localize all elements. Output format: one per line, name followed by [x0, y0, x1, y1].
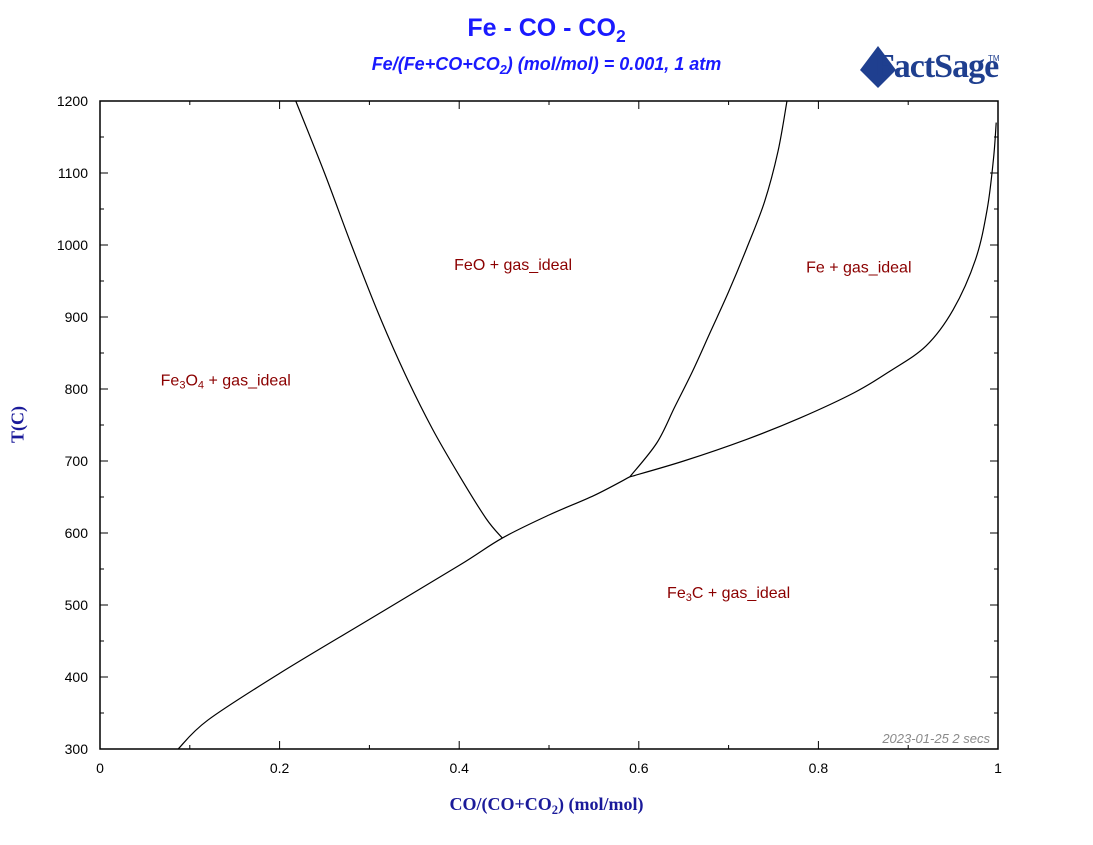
y-tick-label: 1000 — [57, 237, 88, 253]
y-tick-label: 700 — [65, 453, 89, 469]
x-axis-label: CO/(CO+CO2) (mol/mol) — [449, 794, 644, 818]
logo-text: FactSage — [874, 48, 999, 85]
logo-tm: TM — [988, 54, 1000, 63]
y-tick-label: 500 — [65, 597, 89, 613]
y-tick-label: 600 — [65, 525, 89, 541]
x-tick-label: 0.8 — [809, 760, 829, 776]
region-label-fe: Fe + gas_ideal — [806, 259, 911, 276]
y-tick-label: 900 — [65, 309, 89, 325]
y-tick-label: 1200 — [57, 93, 88, 109]
y-tick-label: 800 — [65, 381, 89, 397]
y-tick-label: 1100 — [58, 165, 88, 181]
region-label-fe3c: Fe3C + gas_ideal — [667, 585, 790, 604]
chart-title: Fe - CO - CO2 — [467, 14, 626, 47]
phase-boundary-line-4 — [177, 476, 631, 750]
x-tick-label: 0.6 — [629, 760, 649, 776]
phase-boundary-line-1 — [295, 100, 503, 539]
factsage-logo-mark-icon — [860, 46, 896, 88]
chart-subtitle: Fe/(Fe+CO+CO2) (mol/mol) = 0.001, 1 atm — [371, 54, 722, 78]
phase-boundary-line-2 — [629, 100, 788, 478]
footnote: 2023-01-25 2 secs — [881, 731, 990, 746]
y-tick-label: 300 — [65, 741, 89, 757]
region-label-feo: FeO + gas_ideal — [454, 257, 572, 274]
plot-frame — [99, 100, 999, 750]
x-tick-label: 0.2 — [270, 760, 290, 776]
region-label-fe3o4: Fe3O4 + gas_ideal — [161, 372, 291, 391]
x-tick-label: 1 — [994, 760, 1002, 776]
y-axis-label: T(C) — [7, 406, 28, 443]
factsage-logo: FactSage TM — [858, 42, 1000, 90]
y-tick-label: 400 — [65, 669, 89, 685]
phase-boundary-line-3 — [629, 122, 997, 478]
x-tick-label: 0 — [96, 760, 104, 776]
x-tick-label: 0.4 — [449, 760, 469, 776]
